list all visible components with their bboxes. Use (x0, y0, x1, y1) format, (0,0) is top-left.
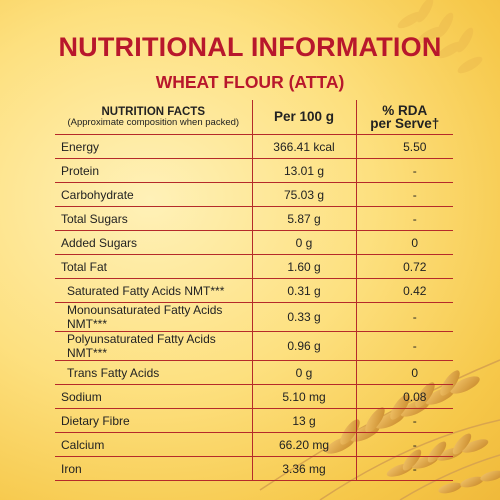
per-100g-value: 13 g (251, 408, 357, 433)
rda-value: 0.08 (355, 384, 453, 409)
per-100g-value: 13.01 g (251, 158, 357, 183)
rda-value: - (355, 408, 453, 433)
table-row: Carbohydrate 75.03 g- (55, 182, 453, 207)
nutrient-name: Saturated Fatty Acids NMT*** (55, 278, 253, 303)
nutrient-name: Polyunsaturated Fatty Acids NMT*** (55, 331, 253, 361)
rda-value: 0 (355, 230, 453, 255)
rda-value: 0 (355, 360, 453, 385)
table-row: Energy 366.41 kcal 5.50 (55, 134, 453, 159)
table-row: Dietary Fibre 13 g- (55, 408, 453, 433)
rda-value: - (355, 331, 453, 361)
rda-value: 0.72 (355, 254, 453, 279)
nutrient-name: Calcium (55, 432, 253, 457)
nutrition-facts-label: NUTRITION FACTS (101, 105, 206, 118)
nutrient-name: Energy (55, 134, 253, 159)
rda-value: 0.42 (355, 278, 453, 303)
nutrient-name: Total Fat (55, 254, 253, 279)
table-row: Total Fat 1.60 g 0.72 (55, 254, 453, 279)
rda-value: - (355, 302, 453, 332)
table-row: Monounsaturated Fatty Acids NMT*** 0.33 g… (55, 302, 453, 332)
per-100g-value: 0.96 g (251, 331, 357, 361)
table-row: Total Sugars 5.87 g- (55, 206, 453, 231)
nutrient-name: Protein (55, 158, 253, 183)
per-100g-value: 0.33 g (251, 302, 357, 332)
product-subtitle: WHEAT FLOUR (ATTA) (155, 72, 345, 92)
rda-header-line1: % RDA (382, 102, 428, 118)
nutrient-name: Total Sugars (55, 206, 253, 231)
rda-value: - (355, 456, 453, 481)
nutrient-name: Iron (55, 456, 253, 481)
per-100g-value: 5.87 g (251, 206, 357, 231)
per-100g-value: 1.60 g (251, 254, 357, 279)
nutrient-name: Sodium (55, 384, 253, 409)
rda-header-line2: per Serve† (370, 116, 440, 131)
nutrient-name: Monounsaturated Fatty Acids NMT*** (55, 302, 253, 332)
table-row: Polyunsaturated Fatty Acids NMT*** 0.96 g… (55, 331, 453, 361)
table-row: Saturated Fatty Acids NMT*** 0.31 g 0.42 (55, 278, 453, 303)
per-100g-value: 5.10 mg (251, 384, 357, 409)
nutrition-table: NUTRITION FACTS (Approximate composition… (55, 100, 453, 481)
nutrient-name: Dietary Fibre (55, 408, 253, 433)
wheat-decoration-icon (397, 0, 483, 74)
table-row: Protein 13.01 g- (55, 158, 453, 183)
nutrient-name: Added Sugars (55, 230, 253, 255)
nutrient-name: Trans Fatty Acids (55, 360, 253, 385)
rda-value: 5.50 (355, 134, 453, 159)
per-100g-value: 0.31 g (251, 278, 357, 303)
per-100g-value: 66.20 mg (251, 432, 357, 457)
per-100g-value: 366.41 kcal (251, 134, 357, 159)
per-100g-header: Per 100 g (251, 100, 357, 135)
rda-value: - (355, 158, 453, 183)
per-100g-value: 3.36 mg (251, 456, 357, 481)
table-header-row: NUTRITION FACTS (Approximate composition… (55, 100, 453, 135)
table-row: Calcium 66.20 mg - (55, 432, 453, 457)
composition-note: (Approximate composition when packed) (67, 117, 240, 128)
rda-header: % RDA per Serve† (355, 100, 453, 135)
table-row: Iron 3.36 mg - (55, 456, 453, 481)
per-100g-value: 75.03 g (251, 182, 357, 207)
nutrition-facts-header: NUTRITION FACTS (Approximate composition… (55, 100, 253, 135)
nutrient-name: Carbohydrate (55, 182, 253, 207)
rda-value: - (355, 206, 453, 231)
rda-value: - (355, 432, 453, 457)
per-100g-value: 0 g (251, 230, 357, 255)
table-row: Sodium 5.10 mg 0.08 (55, 384, 453, 409)
page-title: NUTRITIONAL INFORMATION (58, 32, 442, 62)
rda-value: - (355, 182, 453, 207)
per-100g-value: 0 g (251, 360, 357, 385)
